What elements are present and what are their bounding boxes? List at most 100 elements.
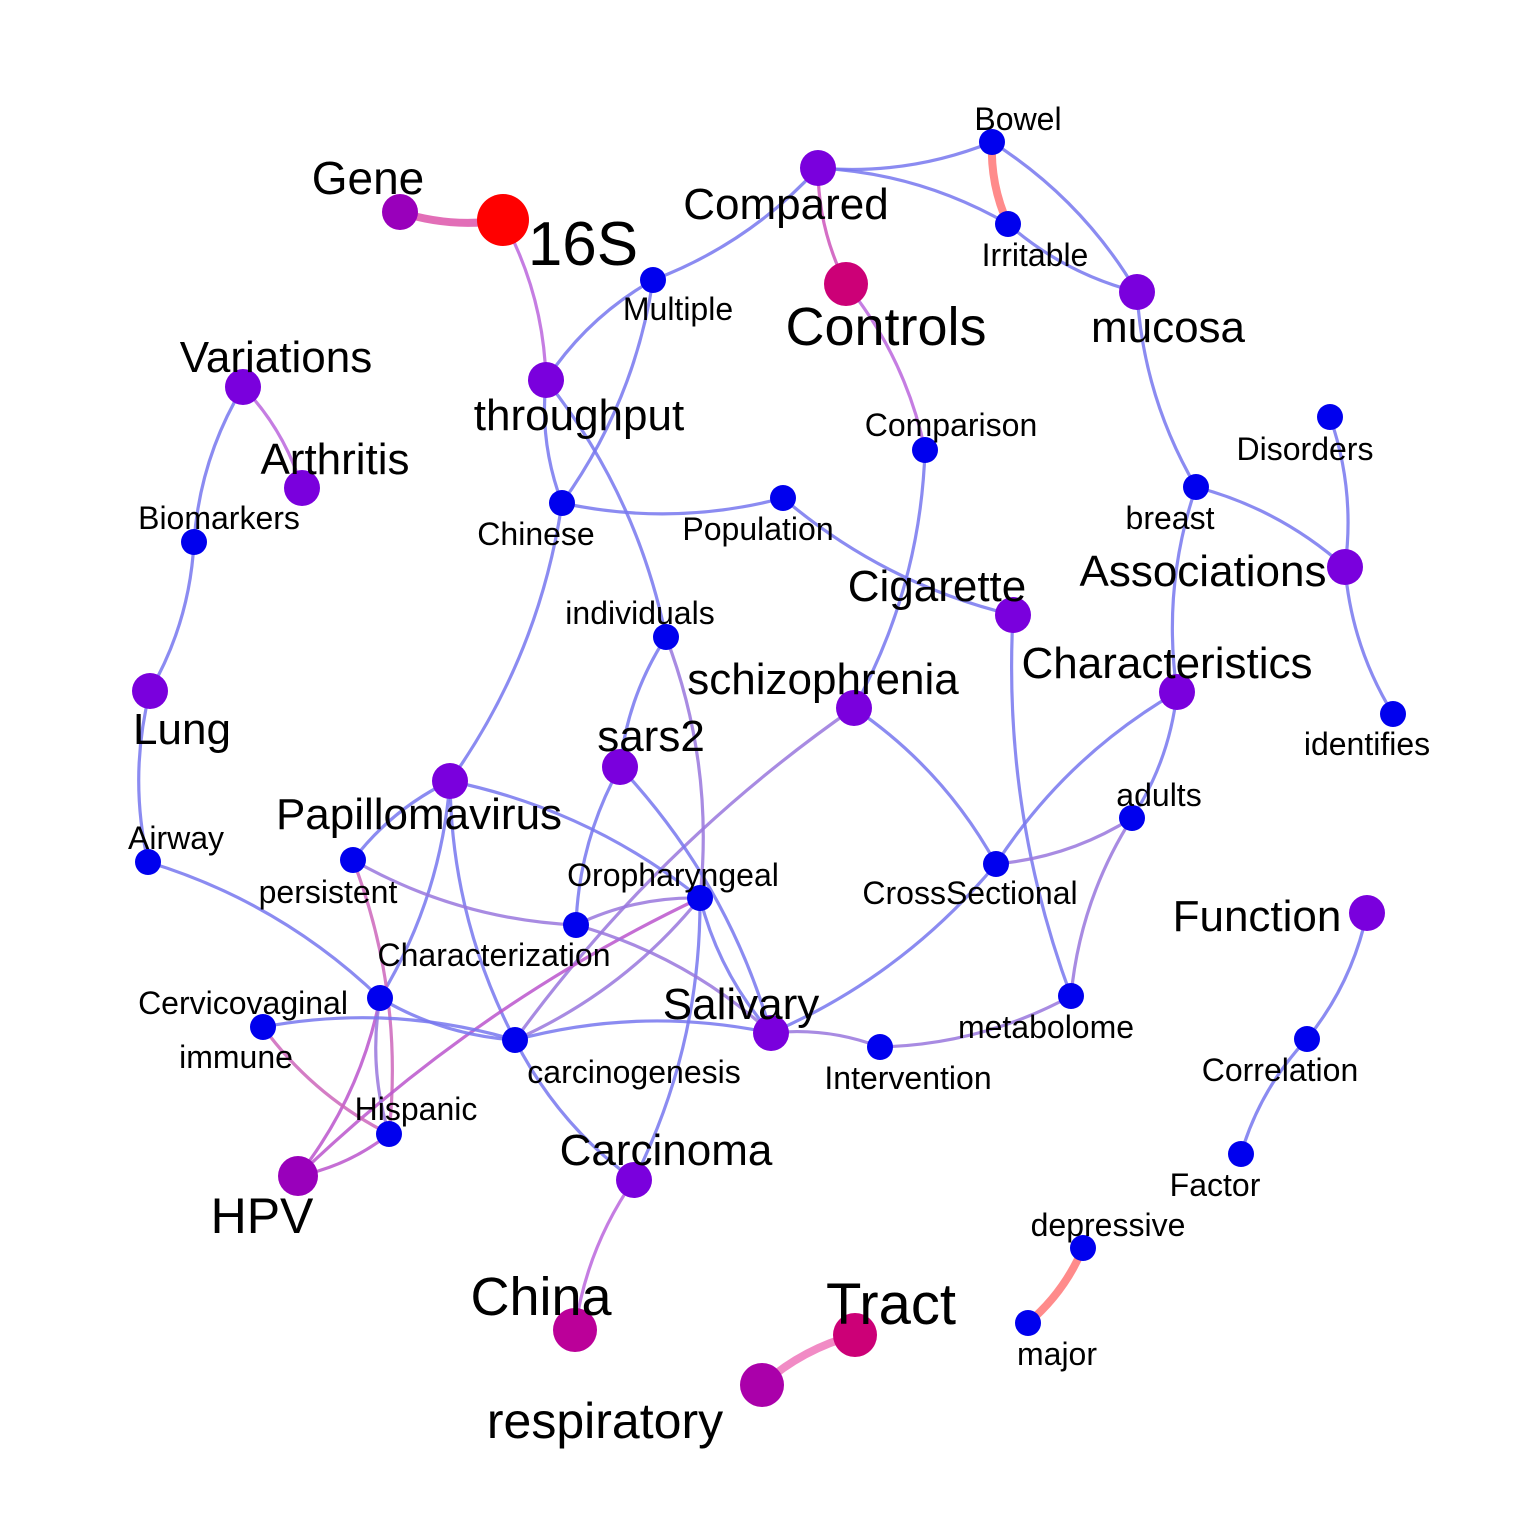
node-tract[interactable] bbox=[833, 1313, 877, 1357]
node-sars2[interactable] bbox=[602, 749, 638, 785]
node-gene[interactable] bbox=[382, 194, 418, 230]
node-population[interactable] bbox=[770, 485, 796, 511]
node-label-function: Function bbox=[1173, 892, 1342, 941]
node-chinese[interactable] bbox=[549, 490, 575, 516]
node-breast[interactable] bbox=[1183, 474, 1209, 500]
edge-adults-metabolome bbox=[1069, 816, 1134, 998]
node-immune[interactable] bbox=[250, 1014, 276, 1040]
node-variations[interactable] bbox=[225, 369, 261, 405]
edge-sars2-salivary bbox=[618, 765, 773, 1035]
node-papillomavirus[interactable] bbox=[432, 763, 468, 799]
node-intervention[interactable] bbox=[867, 1034, 893, 1060]
node-controls[interactable] bbox=[824, 262, 868, 306]
node-mucosa[interactable] bbox=[1119, 274, 1155, 310]
node-carcinoma[interactable] bbox=[616, 1162, 652, 1198]
node-depressive[interactable] bbox=[1070, 1235, 1096, 1261]
node-label-biomarkers: Biomarkers bbox=[138, 500, 300, 536]
node-16s[interactable] bbox=[477, 194, 529, 246]
edge-persistent-characterization bbox=[351, 858, 578, 927]
edge-schizophrenia-crosssectional bbox=[852, 706, 998, 866]
edge-breast-characteristics bbox=[1170, 485, 1198, 694]
edge-compared-multiple bbox=[651, 166, 820, 282]
node-label-identifies: identifies bbox=[1304, 726, 1430, 762]
node-compared[interactable] bbox=[800, 150, 836, 186]
node-china[interactable] bbox=[553, 1308, 597, 1352]
edge-comparison-schizophrenia bbox=[852, 448, 927, 710]
node-adults[interactable] bbox=[1119, 805, 1145, 831]
node-characterization[interactable] bbox=[563, 912, 589, 938]
edge-crosssectional-salivary bbox=[769, 862, 998, 1035]
node-characteristics[interactable] bbox=[1159, 674, 1195, 710]
edge-chinese-papillomavirus bbox=[448, 501, 564, 783]
node-label-hpv: HPV bbox=[211, 1188, 314, 1244]
node-schizophrenia[interactable] bbox=[836, 690, 872, 726]
edge-layer bbox=[137, 138, 1395, 1389]
node-label-respiratory: respiratory bbox=[487, 1393, 723, 1449]
node-label-variations: Variations bbox=[180, 333, 372, 382]
node-hpv[interactable] bbox=[278, 1156, 318, 1196]
edge-intervention-metabolome bbox=[878, 994, 1073, 1049]
node-cervicovaginal[interactable] bbox=[367, 985, 393, 1011]
edge-variations-biomarkers bbox=[192, 385, 245, 544]
node-factor[interactable] bbox=[1228, 1141, 1254, 1167]
edge-throughput-individuals bbox=[544, 378, 668, 639]
node-lung[interactable] bbox=[132, 673, 168, 709]
edge-cervicovaginal-carcinogenesis bbox=[378, 996, 517, 1042]
node-label-mucosa: mucosa bbox=[1091, 303, 1246, 352]
node-function[interactable] bbox=[1349, 895, 1385, 931]
edge-lung-airway bbox=[137, 689, 152, 864]
node-cigarette[interactable] bbox=[995, 597, 1031, 633]
node-label-papillomavirus: Papillomavirus bbox=[276, 790, 562, 839]
node-salivary[interactable] bbox=[753, 1015, 789, 1051]
node-carcinogenesis[interactable] bbox=[502, 1027, 528, 1053]
node-label-gene: Gene bbox=[312, 152, 425, 204]
node-label-lung: Lung bbox=[133, 705, 231, 754]
node-major[interactable] bbox=[1015, 1310, 1041, 1336]
edge-population-cigarette bbox=[781, 496, 1015, 617]
node-comparison[interactable] bbox=[912, 437, 938, 463]
node-throughput[interactable] bbox=[528, 362, 564, 398]
node-label-comparison: Comparison bbox=[865, 407, 1038, 443]
node-label-characterization: Characterization bbox=[378, 937, 611, 973]
node-label-characteristics: Characteristics bbox=[1022, 639, 1313, 688]
node-label-oropharyngeal: Oropharyngeal bbox=[567, 857, 779, 893]
node-identifies[interactable] bbox=[1380, 701, 1406, 727]
node-disorders[interactable] bbox=[1317, 404, 1343, 430]
edge-immune-carcinogenesis bbox=[261, 1016, 517, 1042]
node-associations[interactable] bbox=[1327, 549, 1363, 585]
node-respiratory[interactable] bbox=[740, 1363, 784, 1407]
edge-controls-comparison bbox=[844, 282, 927, 452]
node-persistent[interactable] bbox=[340, 847, 366, 873]
node-oropharyngeal[interactable] bbox=[687, 885, 713, 911]
node-arthritis[interactable] bbox=[284, 470, 320, 506]
node-correlation[interactable] bbox=[1294, 1026, 1320, 1052]
node-label-hispanic: Hispanic bbox=[355, 1091, 478, 1127]
node-label-breast: breast bbox=[1126, 500, 1215, 536]
edge-oropharyngeal-characterization bbox=[574, 896, 702, 927]
node-label-salivary: Salivary bbox=[663, 980, 820, 1029]
node-label-population: Population bbox=[682, 511, 833, 547]
edge-airway-cervicovaginal bbox=[146, 860, 382, 1000]
node-label-airway: Airway bbox=[128, 820, 224, 856]
node-label-intervention: Intervention bbox=[824, 1060, 991, 1096]
node-label-bowel: Bowel bbox=[974, 101, 1061, 137]
node-individuals[interactable] bbox=[653, 624, 679, 650]
edge-sars2-characterization bbox=[574, 765, 622, 927]
node-label-metabolome: metabolome bbox=[958, 1009, 1134, 1045]
node-crosssectional[interactable] bbox=[983, 851, 1009, 877]
node-irritable[interactable] bbox=[995, 211, 1021, 237]
node-hispanic[interactable] bbox=[376, 1121, 402, 1147]
edge-characteristics-crosssectional bbox=[994, 690, 1179, 866]
edge-breast-associations bbox=[1194, 485, 1347, 569]
node-metabolome[interactable] bbox=[1058, 983, 1084, 1009]
node-bowel[interactable] bbox=[979, 129, 1005, 155]
node-label-tract: Tract bbox=[826, 1272, 956, 1337]
node-label-chinese: Chinese bbox=[477, 516, 594, 552]
node-biomarkers[interactable] bbox=[181, 529, 207, 555]
node-airway[interactable] bbox=[135, 849, 161, 875]
edge-carcinogenesis-salivary bbox=[513, 1019, 773, 1042]
node-label-throughput: throughput bbox=[474, 391, 684, 440]
edge-compared-bowel bbox=[816, 140, 994, 172]
node-multiple[interactable] bbox=[640, 267, 666, 293]
edge-biomarkers-lung bbox=[148, 540, 196, 693]
